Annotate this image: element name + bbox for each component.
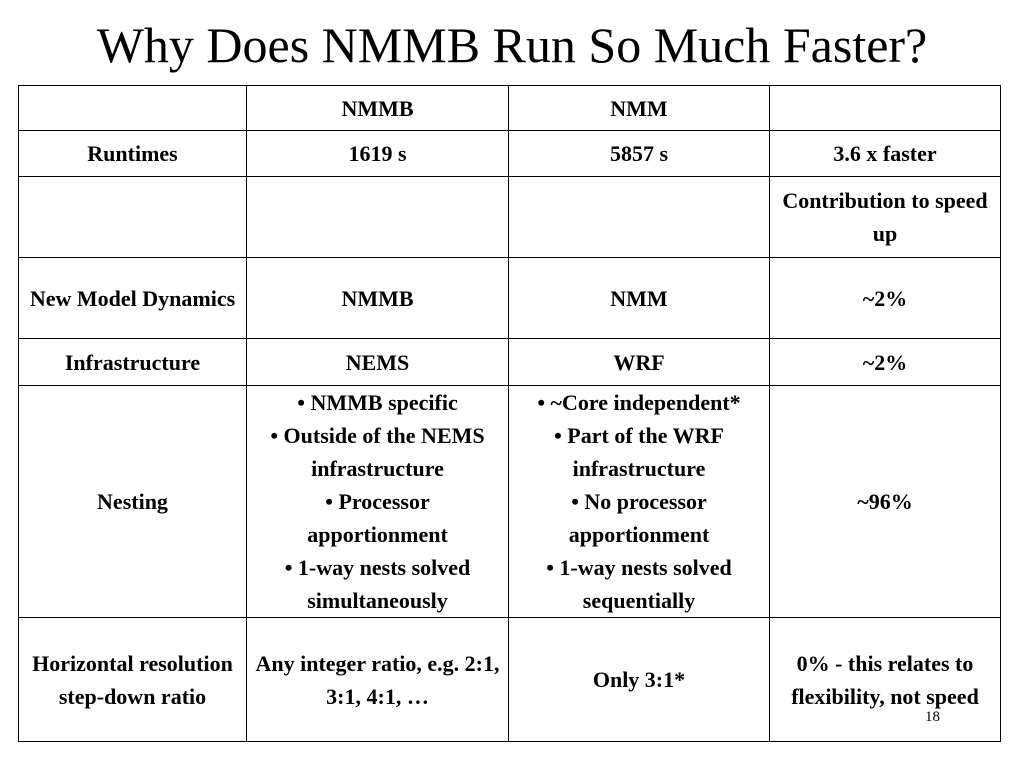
nmmb-cell: NEMS (246, 338, 509, 386)
contribution-cell: ~96% (769, 385, 1001, 618)
table-row: Contribution to speed up (18, 176, 1001, 258)
list-item: • 1-way nests solved sequentially (546, 555, 732, 613)
nmm-nesting-cell: • ~Core independent* • Part of the WRF i… (508, 385, 770, 618)
slide-title: Why Does NMMB Run So Much Faster? (96, 17, 928, 73)
nmm-nesting-list: • ~Core independent* • Part of the WRF i… (515, 386, 763, 617)
row-label: New Model Dynamics (18, 257, 247, 339)
header-cell-contribution (769, 85, 1001, 131)
row-label: Horizontal resolution step-down ratio (18, 617, 247, 742)
comparison-table: NMMB NMM Runtimes 1619 s 5857 s 3.6 x fa… (18, 85, 1001, 742)
nmmb-cell: 1619 s (246, 130, 509, 177)
contribution-text: 0% - this relates to flexibility, not sp… (791, 650, 979, 709)
contribution-cell: ~2% (769, 338, 1001, 386)
header-row: NMMB NMM (18, 85, 1001, 131)
list-item: • No processor apportionment (568, 489, 710, 547)
contribution-cell: 3.6 x faster (769, 130, 1001, 177)
table-row: Nesting • NMMB specific • Outside of the… (18, 385, 1001, 618)
table-row: Runtimes 1619 s 5857 s 3.6 x faster (18, 130, 1001, 177)
contribution-cell: 0% - this relates to flexibility, not sp… (769, 617, 1001, 742)
contribution-header-cell: Contribution to speed up (769, 176, 1001, 258)
list-item: • Part of the WRF infrastructure (554, 423, 724, 481)
table-row: New Model Dynamics NMMB NMM ~2% (18, 257, 1001, 339)
header-cell-nmmb: NMMB (246, 85, 509, 131)
header-cell-nmm: NMM (508, 85, 770, 131)
nmmb-cell: NMMB (246, 257, 509, 339)
row-label (18, 176, 247, 258)
nmm-cell: NMM (508, 257, 770, 339)
header-cell-empty (18, 85, 247, 131)
nmmb-cell: Any integer ratio, e.g. 2:1, 3:1, 4:1, … (246, 617, 509, 742)
table-row: Horizontal resolution step-down ratio An… (18, 617, 1001, 742)
nmmb-cell (246, 176, 509, 258)
nmmb-nesting-list: • NMMB specific • Outside of the NEMS in… (253, 386, 502, 617)
list-item: • 1-way nests solved simultaneously (284, 555, 471, 613)
row-label: Runtimes (18, 130, 247, 177)
row-label: Nesting (18, 385, 247, 618)
slide-number: 18 (925, 709, 940, 725)
row-label: Infrastructure (18, 338, 247, 386)
nmm-cell: Only 3:1* (508, 617, 770, 742)
nmm-cell: 5857 s (508, 130, 770, 177)
list-item: • NMMB specific (297, 390, 458, 415)
table-row: Infrastructure NEMS WRF ~2% (18, 338, 1001, 386)
contribution-cell: ~2% (769, 257, 1001, 339)
nmmb-nesting-cell: • NMMB specific • Outside of the NEMS in… (246, 385, 509, 618)
nmm-cell: WRF (508, 338, 770, 386)
list-item: • Processor apportionment (307, 489, 448, 547)
list-item: • ~Core independent* (537, 390, 741, 415)
list-item: • Outside of the NEMS infrastructure (270, 423, 485, 481)
nmm-cell (508, 176, 770, 258)
